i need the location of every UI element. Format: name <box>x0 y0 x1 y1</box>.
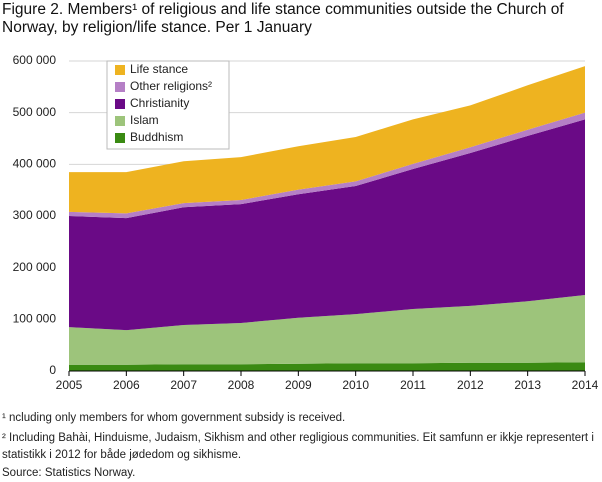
chart-title: Figure 2. Members¹ of religious and life… <box>2 1 564 36</box>
x-tick-label: 2005 <box>56 378 83 392</box>
legend-label: Life stance <box>130 62 188 76</box>
area <box>69 295 585 365</box>
legend-box <box>106 60 230 150</box>
legend-swatch <box>115 133 125 143</box>
legend-swatch <box>115 99 125 109</box>
area <box>69 362 585 371</box>
source: Source: Statistics Norway. <box>2 467 136 479</box>
y-tick-label: 200 000 <box>13 260 57 274</box>
legend-swatch <box>115 65 125 75</box>
footnote: ² Including Bahài, Hinduisme, Judaism, S… <box>2 432 594 461</box>
x-tick-label: 2010 <box>342 378 369 392</box>
area <box>69 66 585 214</box>
legend-label: Buddhism <box>130 130 183 144</box>
x-tick-label: 2008 <box>228 378 255 392</box>
y-tick-label: 600 000 <box>13 53 57 67</box>
legend-swatch <box>115 116 125 126</box>
y-tick-label: 400 000 <box>13 157 57 171</box>
x-tick-label: 2014 <box>572 378 599 392</box>
legend-swatch <box>115 82 125 92</box>
area <box>69 119 585 331</box>
y-tick-label: 300 000 <box>13 208 57 222</box>
y-tick-label: 100 000 <box>13 312 57 326</box>
x-tick-label: 2012 <box>457 378 484 392</box>
y-tick-label: 500 000 <box>13 105 57 119</box>
legend-label: Islam <box>130 113 159 127</box>
x-tick-label: 2009 <box>285 378 312 392</box>
x-tick-label: 2013 <box>514 378 541 392</box>
footnote: ¹ ncluding only members for whom governm… <box>2 412 346 424</box>
x-tick-label: 2007 <box>170 378 197 392</box>
legend-label: Christianity <box>130 96 189 110</box>
legend-label: Other religions² <box>130 79 212 93</box>
x-tick-label: 2011 <box>400 378 426 392</box>
y-tick-label: 0 <box>49 363 56 377</box>
x-tick-label: 2006 <box>113 378 140 392</box>
